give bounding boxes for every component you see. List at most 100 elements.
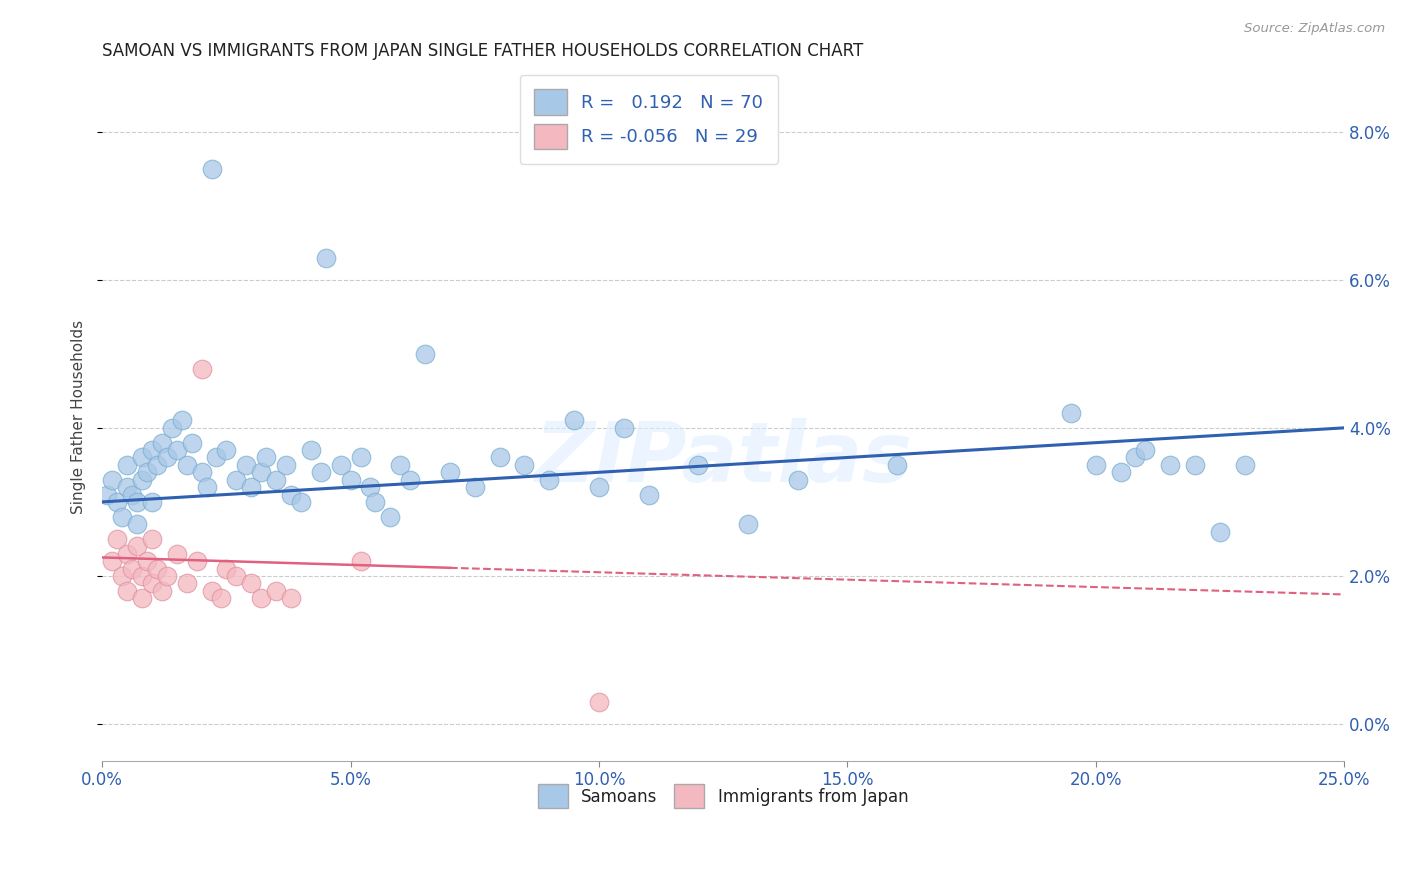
Point — [274, 458, 297, 472]
Point — [588, 480, 610, 494]
Point — [131, 591, 153, 606]
Point — [1184, 458, 1206, 472]
Point — [195, 480, 218, 494]
Point — [240, 576, 263, 591]
Text: Source: ZipAtlas.com: Source: ZipAtlas.com — [1244, 22, 1385, 36]
Point — [156, 569, 179, 583]
Point — [200, 161, 222, 176]
Point — [1060, 406, 1083, 420]
Point — [538, 473, 561, 487]
Point — [101, 473, 124, 487]
Point — [105, 495, 128, 509]
Point — [141, 576, 163, 591]
Point — [105, 532, 128, 546]
Point — [886, 458, 908, 472]
Point — [190, 465, 212, 479]
Point — [205, 450, 228, 465]
Point — [225, 473, 247, 487]
Point — [125, 517, 148, 532]
Point — [1125, 450, 1147, 465]
Point — [280, 487, 302, 501]
Point — [141, 495, 163, 509]
Point — [637, 487, 659, 501]
Point — [215, 561, 238, 575]
Point — [688, 458, 710, 472]
Point — [613, 421, 636, 435]
Point — [146, 561, 169, 575]
Point — [131, 473, 153, 487]
Point — [115, 480, 138, 494]
Point — [389, 458, 412, 472]
Point — [786, 473, 808, 487]
Point — [349, 554, 371, 568]
Point — [1209, 524, 1232, 539]
Point — [141, 532, 163, 546]
Point — [364, 495, 387, 509]
Point — [309, 465, 332, 479]
Point — [413, 347, 436, 361]
Point — [160, 421, 183, 435]
Point — [101, 554, 124, 568]
Point — [264, 473, 287, 487]
Text: SAMOAN VS IMMIGRANTS FROM JAPAN SINGLE FATHER HOUSEHOLDS CORRELATION CHART: SAMOAN VS IMMIGRANTS FROM JAPAN SINGLE F… — [103, 42, 863, 60]
Point — [562, 413, 585, 427]
Legend: Samoans, Immigrants from Japan: Samoans, Immigrants from Japan — [531, 778, 915, 814]
Point — [156, 450, 179, 465]
Point — [166, 443, 188, 458]
Point — [209, 591, 232, 606]
Point — [513, 458, 536, 472]
Point — [315, 251, 337, 265]
Point — [121, 487, 143, 501]
Point — [280, 591, 302, 606]
Point — [115, 458, 138, 472]
Point — [439, 465, 461, 479]
Point — [1159, 458, 1181, 472]
Point — [125, 495, 148, 509]
Point — [186, 554, 208, 568]
Point — [349, 450, 371, 465]
Point — [380, 509, 402, 524]
Point — [250, 465, 273, 479]
Point — [264, 583, 287, 598]
Point — [464, 480, 486, 494]
Point — [150, 435, 173, 450]
Point — [299, 443, 322, 458]
Point — [1135, 443, 1157, 458]
Point — [588, 695, 610, 709]
Point — [176, 576, 198, 591]
Point — [115, 583, 138, 598]
Point — [254, 450, 277, 465]
Point — [737, 517, 759, 532]
Point — [166, 547, 188, 561]
Point — [125, 539, 148, 553]
Point — [176, 458, 198, 472]
Y-axis label: Single Father Households: Single Father Households — [72, 319, 86, 514]
Point — [329, 458, 352, 472]
Point — [215, 443, 238, 458]
Point — [150, 583, 173, 598]
Point — [290, 495, 312, 509]
Point — [111, 509, 134, 524]
Text: ZIPatlas: ZIPatlas — [534, 417, 912, 499]
Point — [96, 487, 118, 501]
Point — [225, 569, 247, 583]
Point — [131, 450, 153, 465]
Point — [190, 361, 212, 376]
Point — [399, 473, 422, 487]
Point — [1233, 458, 1256, 472]
Point — [1084, 458, 1107, 472]
Point — [131, 569, 153, 583]
Point — [250, 591, 273, 606]
Point — [488, 450, 510, 465]
Point — [170, 413, 193, 427]
Point — [135, 554, 157, 568]
Point — [200, 583, 222, 598]
Point — [111, 569, 134, 583]
Point — [359, 480, 381, 494]
Point — [141, 443, 163, 458]
Point — [235, 458, 257, 472]
Point — [339, 473, 361, 487]
Point — [146, 458, 169, 472]
Point — [240, 480, 263, 494]
Point — [135, 465, 157, 479]
